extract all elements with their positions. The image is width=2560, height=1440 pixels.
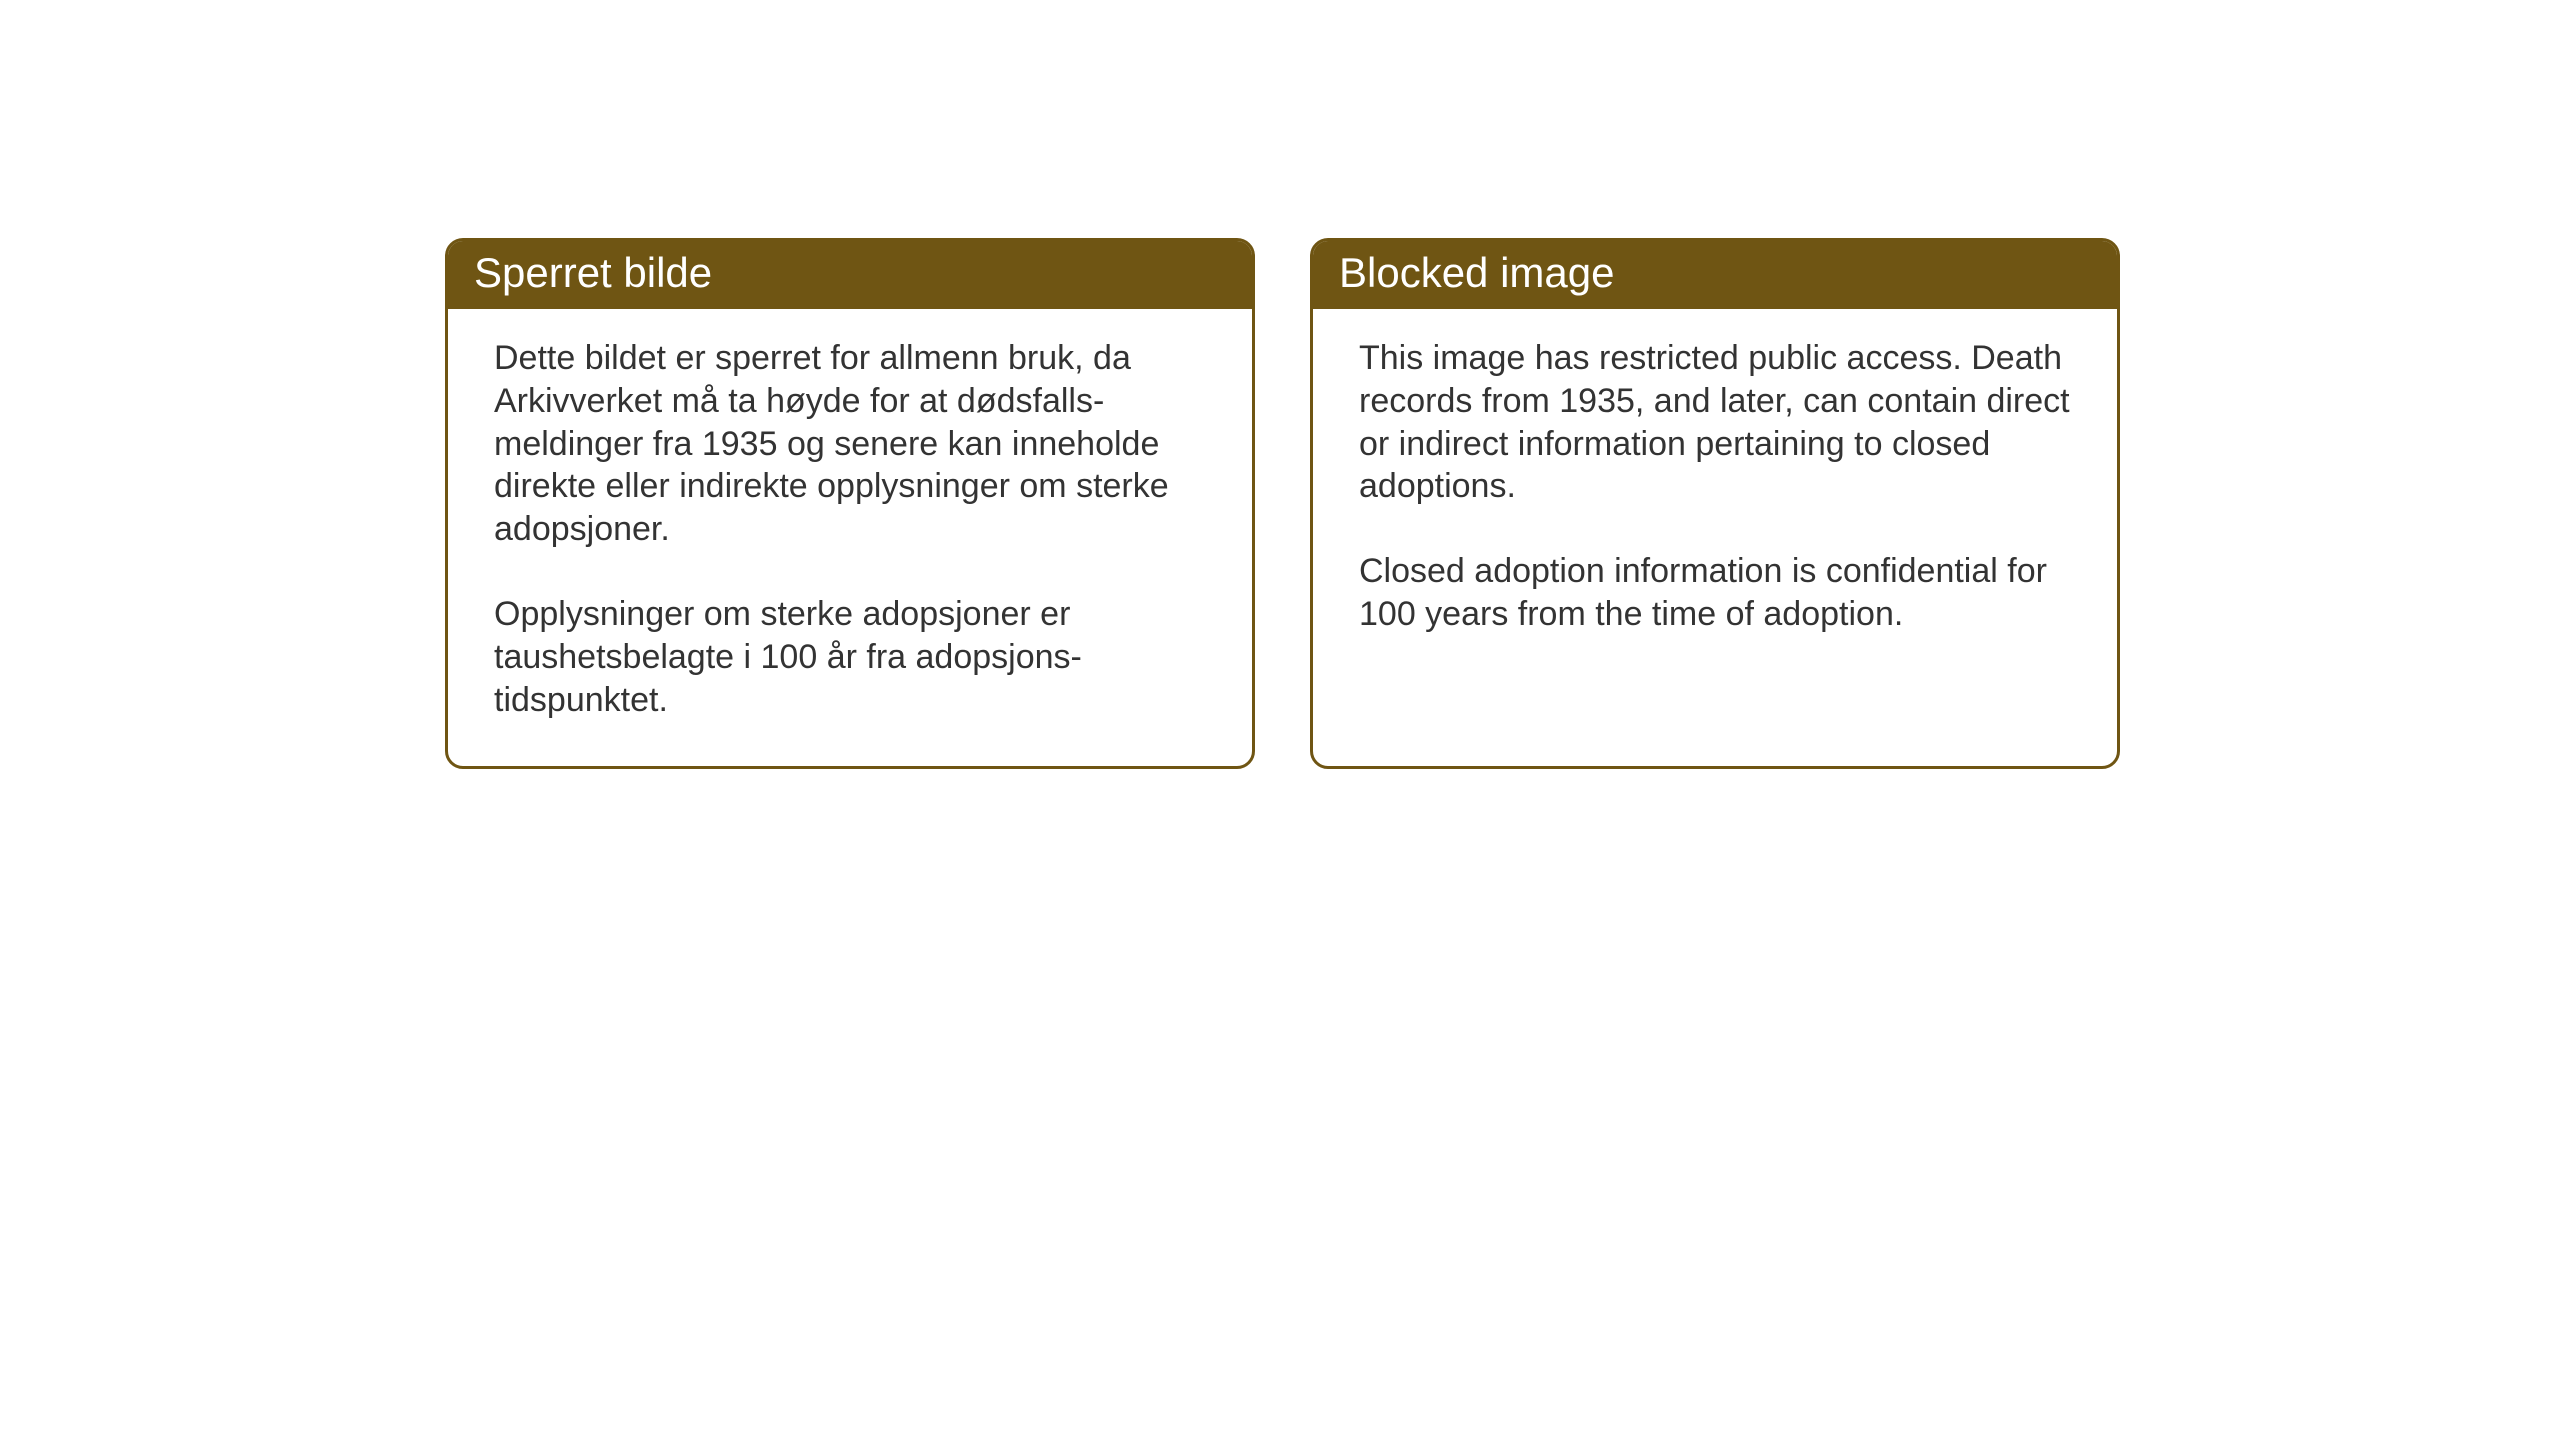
card-paragraph: Opplysninger om sterke adopsjoner er tau… <box>494 593 1214 721</box>
card-title-english: Blocked image <box>1339 249 1614 296</box>
card-body-english: This image has restricted public access.… <box>1313 309 2117 680</box>
card-header-norwegian: Sperret bilde <box>448 241 1252 309</box>
card-paragraph: This image has restricted public access.… <box>1359 337 2079 508</box>
card-header-english: Blocked image <box>1313 241 2117 309</box>
card-title-norwegian: Sperret bilde <box>474 249 712 296</box>
card-paragraph: Dette bildet er sperret for allmenn bruk… <box>494 337 1214 551</box>
notice-card-norwegian: Sperret bilde Dette bildet er sperret fo… <box>445 238 1255 769</box>
notice-card-english: Blocked image This image has restricted … <box>1310 238 2120 769</box>
card-body-norwegian: Dette bildet er sperret for allmenn bruk… <box>448 309 1252 766</box>
notice-container: Sperret bilde Dette bildet er sperret fo… <box>445 238 2120 769</box>
card-paragraph: Closed adoption information is confident… <box>1359 550 2079 636</box>
